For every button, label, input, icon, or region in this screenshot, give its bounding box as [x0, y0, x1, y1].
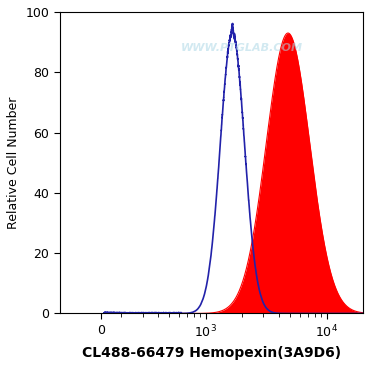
Y-axis label: Relative Cell Number: Relative Cell Number [7, 97, 20, 229]
Text: WWW.PTGLAB.COM: WWW.PTGLAB.COM [181, 43, 303, 53]
X-axis label: CL488-66479 Hemopexin(3A9D6): CL488-66479 Hemopexin(3A9D6) [82, 346, 341, 360]
